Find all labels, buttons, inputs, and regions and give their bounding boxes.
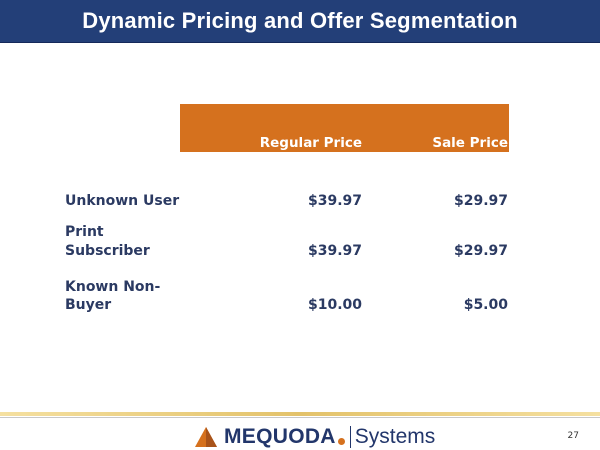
row-label-unknown-user: Unknown User [65, 193, 180, 209]
logo-divider [349, 426, 351, 448]
logo-product-text: Systems [354, 425, 436, 448]
row-label-buyer: Buyer [65, 297, 112, 313]
row-label-known-non: Known Non- [65, 279, 161, 295]
footer-divider [0, 417, 600, 418]
mequoda-logo: MEQUODA Systems [194, 425, 435, 449]
column-header-regular-price: Regular Price [259, 135, 362, 151]
registered-mark-icon [337, 438, 345, 445]
regular-price-cell: $10.00 [307, 297, 362, 313]
sale-price-cell: $29.97 [453, 243, 508, 259]
column-header-sale-price: Sale Price [432, 135, 508, 151]
title-bar: Dynamic Pricing and Offer Segmentation [0, 0, 600, 43]
row-label-subscriber: Subscriber [65, 243, 150, 259]
regular-price-cell: $39.97 [307, 243, 362, 259]
row-label-print: Print [65, 224, 104, 240]
pyramid-logo-icon [195, 427, 217, 447]
sale-price-cell: $5.00 [463, 297, 508, 313]
page-number: 27 [567, 431, 579, 441]
slide-title: Dynamic Pricing and Offer Segmentation [82, 8, 518, 33]
footer [0, 418, 600, 450]
sale-price-cell: $29.97 [453, 193, 508, 209]
footer-accent-line [0, 412, 600, 416]
logo-brand-text: MEQUODA [224, 425, 336, 448]
regular-price-cell: $39.97 [307, 193, 362, 209]
table-header-band [180, 104, 509, 152]
